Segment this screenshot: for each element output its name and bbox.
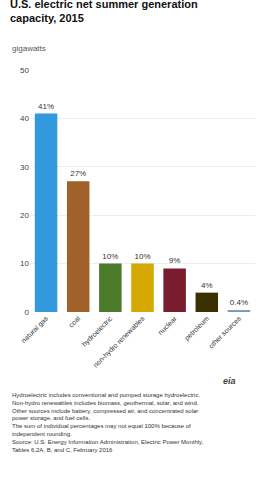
svg-text:other sources: other sources: [207, 314, 242, 349]
svg-text:27%: 27%: [70, 169, 86, 178]
svg-text:41%: 41%: [38, 102, 54, 111]
svg-text:U.S. electric net summer gener: U.S. electric net summer generationcapac…: [10, 0, 198, 24]
svg-text:0.4%: 0.4%: [230, 298, 248, 307]
svg-text:9%: 9%: [169, 256, 181, 265]
svg-text:non-hydro renewables: non-hydro renewables: [92, 314, 147, 369]
svg-text:gigawatts: gigawatts: [12, 44, 46, 53]
svg-text:coal: coal: [67, 314, 81, 328]
svg-text:10%: 10%: [134, 252, 150, 261]
svg-text:natural gas: natural gas: [20, 314, 51, 345]
svg-text:eia: eia: [223, 376, 236, 386]
svg-text:hydroelectric: hydroelectric: [81, 314, 115, 348]
svg-text:10: 10: [20, 259, 29, 268]
svg-text:0: 0: [25, 308, 30, 317]
svg-text:10%: 10%: [102, 252, 118, 261]
svg-text:50: 50: [20, 66, 29, 75]
svg-text:petroleum: petroleum: [183, 315, 211, 343]
svg-text:20: 20: [20, 211, 29, 220]
svg-text:nuclear: nuclear: [157, 314, 179, 336]
svg-text:30: 30: [20, 163, 29, 172]
svg-text:4%: 4%: [201, 281, 213, 290]
svg-text:Hydroelectric includes convent: Hydroelectric includes conventional and …: [12, 392, 204, 453]
svg-text:40: 40: [20, 114, 29, 123]
